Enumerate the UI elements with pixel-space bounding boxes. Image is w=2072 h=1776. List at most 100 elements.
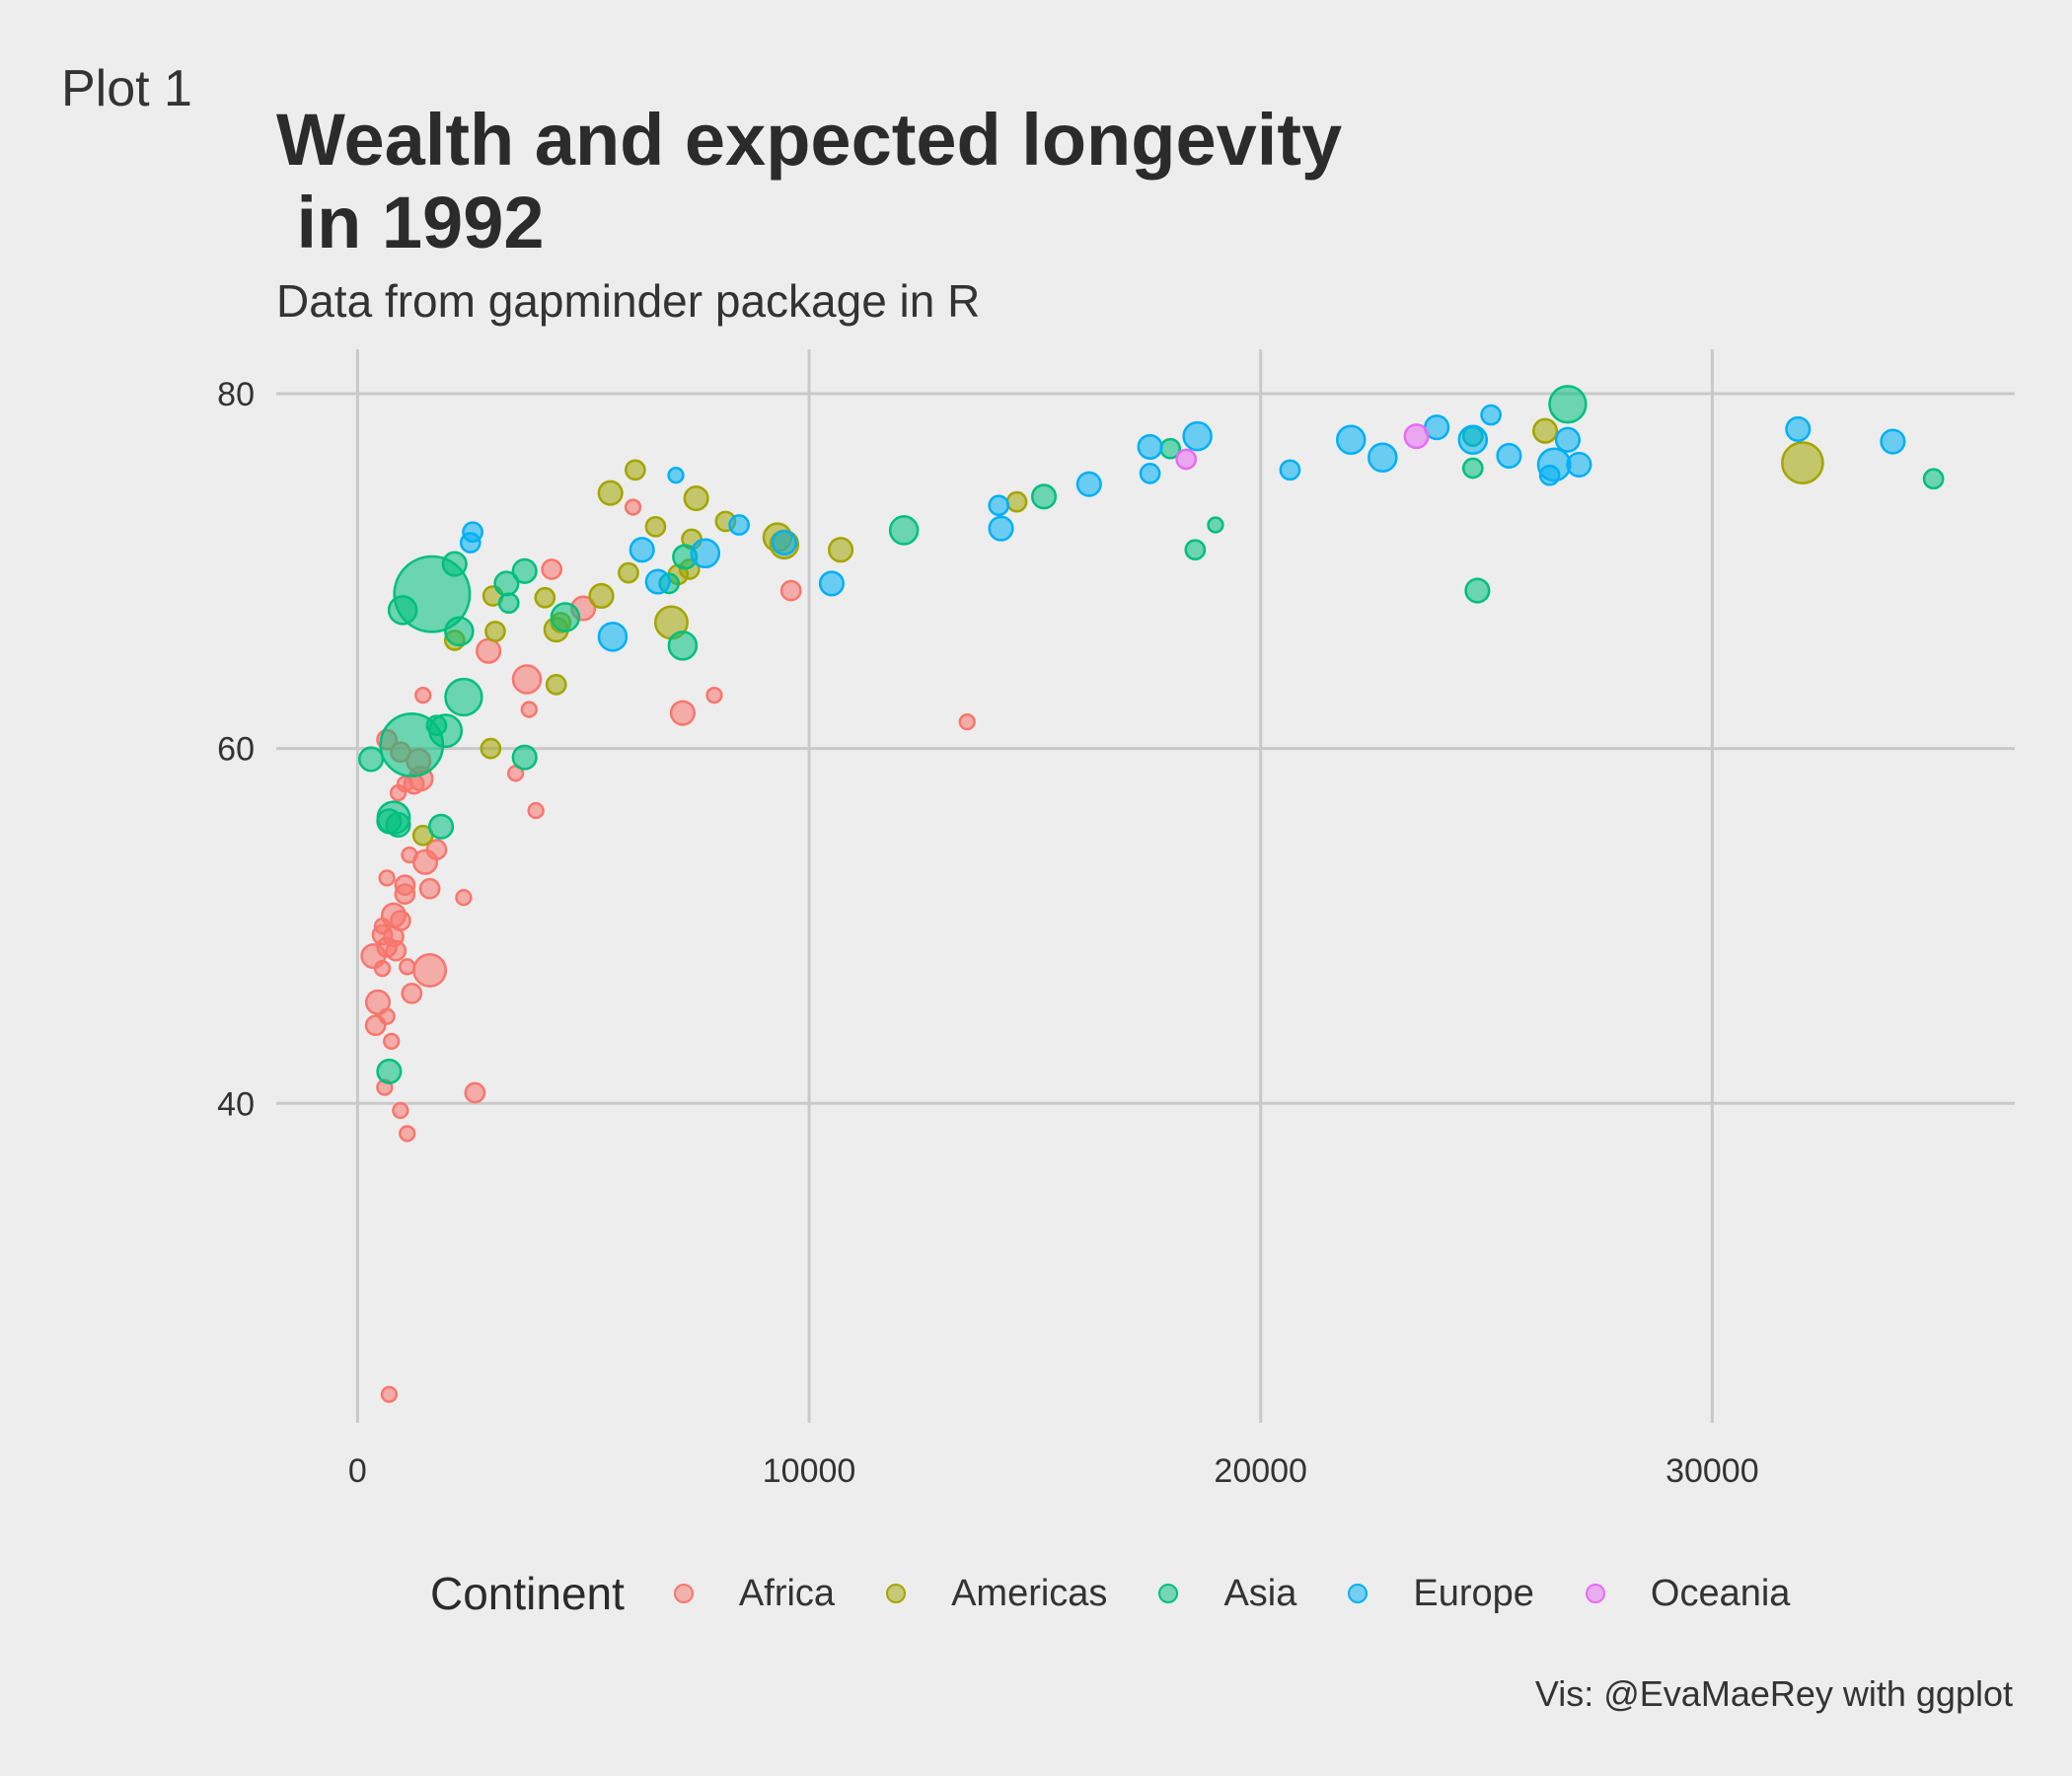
data-point bbox=[380, 902, 407, 928]
data-point bbox=[1279, 459, 1301, 481]
data-point bbox=[527, 801, 545, 820]
chart-title: Wealth and expected longevity in 1992 bbox=[276, 99, 1343, 263]
data-point bbox=[414, 687, 432, 704]
data-point bbox=[484, 621, 506, 642]
data-point bbox=[511, 557, 538, 584]
data-point bbox=[541, 558, 563, 580]
series-asia bbox=[358, 385, 1945, 1084]
legend-label-oceania: Oceania bbox=[1650, 1572, 1791, 1614]
data-point bbox=[828, 537, 854, 563]
data-point bbox=[1531, 417, 1559, 444]
data-point bbox=[1461, 457, 1484, 480]
data-point bbox=[462, 521, 483, 544]
data-point bbox=[358, 746, 385, 773]
data-point bbox=[1184, 539, 1207, 561]
data-point bbox=[1207, 516, 1224, 534]
data-point bbox=[511, 744, 538, 771]
data-point bbox=[428, 713, 464, 749]
scatter-plot: 40 60 80 0 10000 20000 30000 bbox=[217, 349, 2015, 1490]
caption: Vis: @EvaMaeRey with ggplot bbox=[1534, 1673, 2013, 1714]
data-point bbox=[1464, 577, 1491, 604]
series-europe bbox=[459, 404, 1906, 652]
data-point bbox=[1554, 426, 1581, 453]
legend: Continent Africa Americas Asia Europe Oc… bbox=[430, 1567, 1841, 1620]
legend-key-africa bbox=[673, 1584, 694, 1603]
data-point bbox=[441, 551, 468, 577]
legend-item-europe: Europe bbox=[1348, 1573, 1534, 1615]
data-point bbox=[958, 713, 976, 731]
plot-tag: Plot 1 bbox=[61, 60, 192, 117]
data-point bbox=[1175, 448, 1198, 471]
data-point bbox=[771, 529, 797, 556]
data-point bbox=[376, 1058, 403, 1084]
data-point bbox=[1922, 468, 1945, 490]
legend-label-africa: Africa bbox=[738, 1572, 836, 1614]
data-point bbox=[1139, 463, 1161, 484]
data-point bbox=[1030, 483, 1058, 510]
data-point bbox=[1781, 441, 1824, 484]
data-point bbox=[534, 586, 556, 609]
legend-item-oceania: Oceania bbox=[1585, 1572, 1791, 1615]
data-point bbox=[779, 579, 802, 602]
data-point bbox=[1137, 433, 1163, 460]
data-point bbox=[425, 839, 448, 860]
data-point bbox=[683, 485, 709, 512]
data-point bbox=[1335, 424, 1367, 455]
data-point bbox=[667, 630, 699, 661]
legend-label-asia: Asia bbox=[1223, 1572, 1297, 1614]
data-point bbox=[427, 813, 455, 840]
data-point bbox=[412, 952, 448, 988]
data-point bbox=[690, 538, 721, 569]
data-point bbox=[1785, 415, 1812, 442]
data-point bbox=[444, 677, 483, 717]
data-point bbox=[476, 637, 502, 664]
x-tick-label: 30000 bbox=[1665, 1452, 1759, 1490]
legend-item-asia: Asia bbox=[1158, 1573, 1296, 1615]
data-point bbox=[520, 701, 538, 718]
data-point bbox=[550, 602, 581, 632]
data-point bbox=[480, 737, 502, 760]
data-point bbox=[667, 467, 685, 484]
data-point bbox=[493, 570, 520, 597]
data-point bbox=[399, 1125, 416, 1143]
data-point bbox=[511, 664, 543, 695]
data-point bbox=[418, 877, 441, 900]
data-point bbox=[401, 982, 423, 1004]
legend-key-europe bbox=[1348, 1584, 1369, 1603]
data-point bbox=[1368, 442, 1398, 473]
data-point bbox=[1403, 423, 1430, 450]
legend-key-asia bbox=[1158, 1584, 1179, 1603]
data-point bbox=[1566, 451, 1592, 478]
data-point bbox=[444, 616, 475, 647]
y-tick-label: 80 bbox=[217, 376, 255, 413]
data-point bbox=[1548, 385, 1588, 424]
data-point bbox=[392, 1101, 409, 1120]
data-point bbox=[380, 1385, 399, 1403]
x-tick-label: 20000 bbox=[1214, 1452, 1307, 1490]
data-point bbox=[618, 561, 639, 584]
data-point bbox=[385, 811, 411, 839]
data-point bbox=[1005, 490, 1028, 513]
series-oceania bbox=[1175, 423, 1430, 471]
data-point bbox=[624, 459, 646, 481]
data-point bbox=[399, 958, 416, 976]
data-point bbox=[644, 515, 667, 538]
legend-label-americas: Americas bbox=[951, 1572, 1108, 1614]
data-point bbox=[669, 700, 696, 726]
data-point bbox=[1457, 424, 1489, 455]
data-point bbox=[728, 514, 750, 536]
x-tick-label: 0 bbox=[348, 1452, 367, 1490]
legend-key-oceania bbox=[1585, 1584, 1605, 1603]
x-tick-label: 10000 bbox=[763, 1452, 856, 1490]
y-tick-label: 40 bbox=[217, 1085, 255, 1123]
series-africa bbox=[360, 498, 976, 1403]
data-point bbox=[497, 592, 520, 615]
data-point bbox=[1182, 420, 1213, 452]
data-point bbox=[588, 582, 615, 610]
data-point bbox=[597, 480, 624, 506]
data-point bbox=[1496, 442, 1522, 469]
data-point bbox=[597, 622, 629, 652]
legend-title: Continent bbox=[430, 1568, 625, 1619]
data-point bbox=[888, 515, 920, 546]
data-point bbox=[1880, 428, 1906, 455]
